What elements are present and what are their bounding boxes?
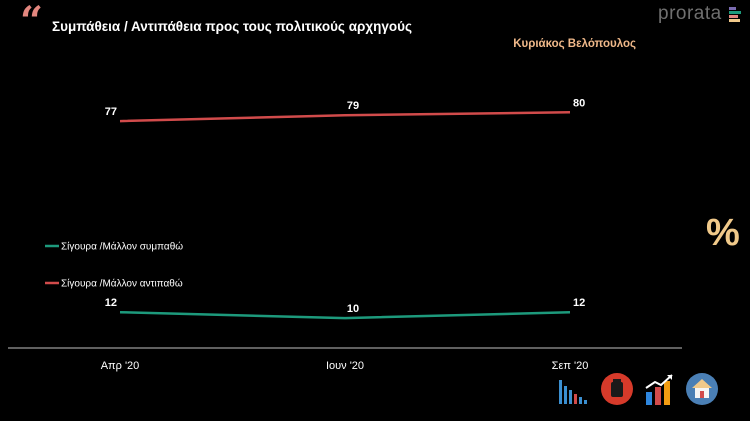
data-label: 77 xyxy=(105,106,117,118)
home-icon xyxy=(686,373,718,405)
brand-bars-icon xyxy=(729,7,741,23)
percent-icon: % xyxy=(706,212,740,254)
legend-label: Σίγουρα /Μάλλον συμπαθώ xyxy=(61,241,183,253)
quote-icon: “ xyxy=(20,0,44,45)
x-tick-label: Απρ '20 xyxy=(101,360,140,372)
data-label: 79 xyxy=(347,100,359,112)
series-line-1 xyxy=(119,111,571,123)
ticks-layer: Απρ '20 Ιουν '20 Σεπ '20 xyxy=(101,360,589,372)
labels-layer: 12 10 12 77 79 80 xyxy=(105,97,586,315)
x-tick-label: Ιουν '20 xyxy=(326,360,364,372)
data-label: 12 xyxy=(573,297,585,309)
legend-label: Σίγουρα /Μάλλον αντιπαθώ xyxy=(61,278,183,290)
x-tick-label: Σεπ '20 xyxy=(552,360,589,372)
data-label: 80 xyxy=(573,97,585,109)
bar-chart-icon xyxy=(559,380,587,404)
trend-chart-icon xyxy=(645,374,673,405)
data-label: 12 xyxy=(105,297,117,309)
footer-icons xyxy=(556,372,726,408)
data-label: 10 xyxy=(347,303,359,315)
page-title: Συμπάθεια / Αντιπάθεια προς τους πολιτικ… xyxy=(52,19,413,34)
series-layer xyxy=(119,111,571,320)
series-line-0 xyxy=(119,310,571,320)
chart-subtitle: Κυριάκος Βελόπουλος xyxy=(513,38,636,50)
cup-icon xyxy=(601,373,633,405)
legend: Σίγουρα /Μάλλον συμπαθώ Σίγουρα /Μάλλον α… xyxy=(45,241,183,290)
brand-logo: prorata xyxy=(658,3,722,24)
